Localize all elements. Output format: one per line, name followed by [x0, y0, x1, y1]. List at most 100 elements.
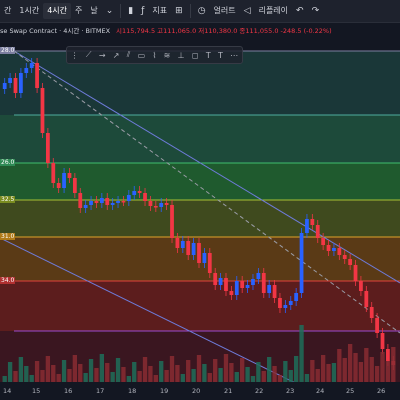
toolbar-divider [189, 4, 191, 18]
volume-bar [159, 361, 164, 382]
candle-type-icon[interactable]: ▮ [128, 6, 134, 16]
channel-tool-icon[interactable]: ⫽ [126, 50, 131, 59]
volume-bar [310, 360, 315, 382]
candle-body [19, 73, 23, 93]
indicators-button[interactable]: 지표 [152, 6, 168, 15]
candle-body [62, 173, 66, 188]
candle-body [94, 201, 99, 203]
chart-canvas[interactable] [0, 23, 400, 400]
candle-body [213, 273, 218, 285]
volume-bar [72, 355, 78, 382]
volume-bar [326, 364, 331, 382]
candle-body [294, 293, 299, 301]
ray-tool-icon[interactable]: → [98, 50, 106, 60]
candle-body [159, 203, 164, 207]
layout-grid-icon[interactable]: ⊞ [175, 6, 183, 16]
undo-icon[interactable]: ↶ [296, 6, 304, 16]
fib-band [0, 163, 400, 200]
fib-tool-icon[interactable]: ≋ [163, 50, 171, 60]
candle-body [137, 191, 142, 193]
volume-bar [277, 375, 283, 382]
candle-body [2, 83, 7, 89]
volume-bar [137, 371, 142, 382]
price-chart[interactable]: se Swap Contract · 4시간 · BITMEX 시115,794… [0, 23, 400, 400]
volume-bar [223, 354, 229, 382]
candle-body [121, 201, 126, 203]
shape-tool-icon[interactable]: ◻ [191, 50, 199, 60]
time-label: 23 [286, 387, 295, 395]
candle-body [332, 248, 336, 251]
volume-bar [180, 374, 185, 382]
candle-body [272, 285, 277, 298]
volume-bar [337, 349, 342, 382]
more-icon[interactable]: ⋯ [230, 50, 239, 60]
candle-body [326, 245, 331, 251]
volume-bar [29, 375, 34, 382]
volume-bar [358, 362, 364, 382]
volume-bar [186, 360, 191, 382]
price-label: 26.0 [0, 159, 16, 166]
candle-body [202, 253, 207, 263]
candle-series [2, 58, 396, 370]
alert-button[interactable]: 얼러트 [213, 6, 236, 15]
candle-body [305, 219, 309, 233]
volume-bar [245, 367, 250, 382]
interval-1h[interactable]: 1시간 [19, 6, 40, 15]
time-axis[interactable]: 14 15 16 17 18 19 20 21 22 23 24 25 26 [0, 382, 400, 400]
time-label: 14 [3, 387, 12, 395]
replay-icon[interactable]: ◁ [243, 6, 251, 16]
chevron-down-icon[interactable]: ⌄ [105, 6, 114, 16]
volume-bar [169, 356, 175, 382]
candle-body [234, 281, 239, 295]
drag-handle-icon[interactable]: ⋮ [70, 50, 79, 60]
volume-bar [34, 361, 40, 382]
time-label: 24 [316, 387, 325, 395]
volume-bar [293, 356, 299, 382]
candle-body [24, 68, 29, 73]
candle-body [315, 225, 320, 238]
trendline-upper[interactable] [13, 50, 400, 284]
time-label: 21 [224, 387, 233, 395]
volume-bar [369, 357, 374, 382]
volume-bar [342, 358, 347, 382]
candle-body [56, 183, 61, 188]
chart-legend: se Swap Contract · 4시간 · BITMEX 시115,794… [0, 25, 332, 35]
candle-body [224, 278, 228, 291]
volume-bar [78, 364, 83, 382]
volume-bar [40, 370, 45, 382]
volume-bar [148, 366, 153, 382]
rectangle-tool-icon[interactable]: ▭ [137, 50, 146, 60]
measure-tool-icon[interactable]: ⊥ [177, 50, 185, 60]
interval-day[interactable]: 날 [90, 6, 98, 15]
arrow-tool-icon[interactable]: ↗ [112, 50, 120, 60]
volume-bar [331, 363, 337, 382]
volume-bar [380, 352, 385, 382]
trendline-dashed[interactable] [13, 50, 400, 334]
candle-body [99, 198, 104, 203]
candle-body [337, 248, 342, 255]
alert-clock-icon[interactable]: ◷ [197, 6, 206, 16]
toolbar-cut-label[interactable]: 간 [4, 6, 12, 15]
candle-body [283, 305, 288, 308]
volume-bar [202, 364, 207, 382]
candle-body [72, 178, 77, 193]
candle-body [299, 233, 304, 293]
candle-body [132, 191, 137, 195]
volume-bar [320, 355, 326, 382]
candle-body [170, 205, 174, 238]
volume-bar [229, 363, 234, 382]
text-alt-tool-icon[interactable]: T [218, 50, 223, 60]
indicators-icon[interactable]: ƒ [141, 6, 145, 16]
interval-week[interactable]: 주 [75, 6, 83, 15]
symbol-title[interactable]: se Swap Contract · 4시간 · BITMEX [0, 27, 111, 35]
interval-4h[interactable]: 4시간 [43, 3, 71, 19]
replay-button[interactable]: 리플레이 [258, 6, 289, 15]
text-tool-icon[interactable]: T [205, 50, 211, 60]
candle-body [148, 201, 153, 206]
redo-icon[interactable]: ↷ [311, 6, 320, 16]
trendline-tool-icon[interactable]: ⟋ [85, 50, 92, 59]
candle-body [143, 193, 147, 201]
candle-body [207, 253, 212, 273]
pattern-tool-icon[interactable]: ⌇ [152, 50, 157, 60]
top-toolbar: 간 1시간 4시간 주 날 ⌄ ▮ ƒ 지표 ⊞ ◷ 얼러트 ◁ 리플레이 ↶ … [0, 0, 400, 23]
